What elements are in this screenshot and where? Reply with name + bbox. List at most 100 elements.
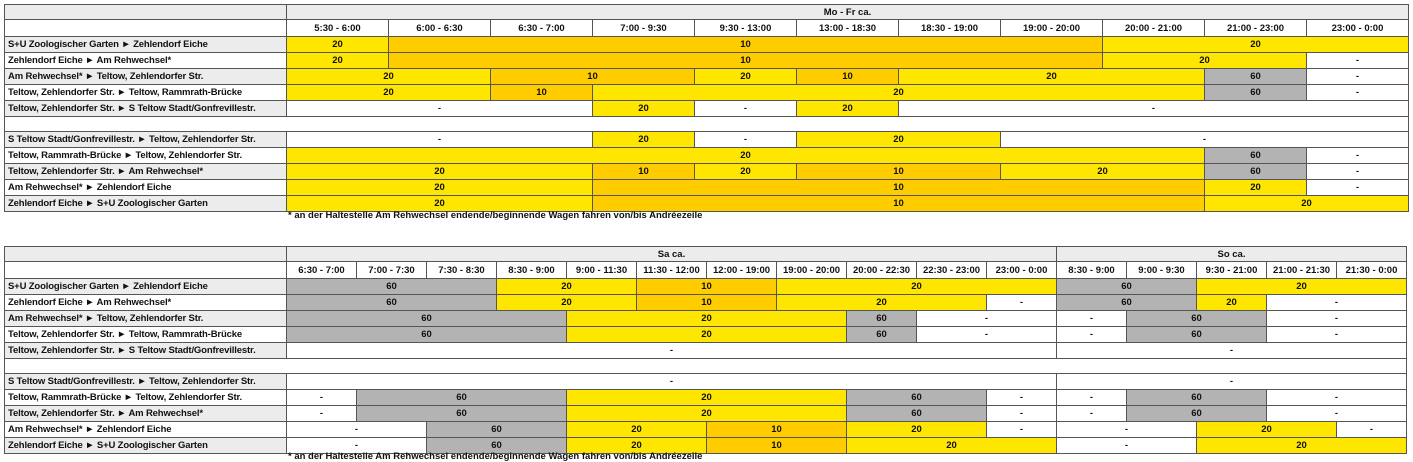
frequency-cell: -	[286, 342, 1057, 359]
frequency-cell: 60	[1126, 389, 1267, 406]
frequency-cell: -	[1056, 389, 1127, 406]
frequency-cell: 20	[496, 278, 637, 295]
frequency-cell: 20	[592, 100, 695, 117]
frequency-cell: 10	[388, 52, 1103, 69]
spacer-row	[4, 116, 1409, 132]
time-column-header: 6:30 - 7:00	[286, 261, 357, 279]
frequency-cell: 10	[592, 163, 695, 180]
frequency-cell: 10	[490, 84, 593, 101]
time-column-header: 5:30 - 6:00	[286, 19, 389, 37]
frequency-cell: -	[1000, 131, 1409, 148]
frequency-cell: 20	[566, 421, 707, 438]
time-column-header: 12:00 - 19:00	[706, 261, 777, 279]
time-column-header: 21:00 - 21:30	[1266, 261, 1337, 279]
route-label: S Teltow Stadt/Gonfrevillestr. ► Teltow,…	[4, 131, 287, 148]
frequency-cell: 20	[286, 36, 389, 53]
day-group-header: So ca.	[1056, 246, 1407, 262]
frequency-cell: 10	[796, 68, 899, 85]
frequency-cell: -	[1306, 147, 1409, 164]
frequency-cell: 20	[1102, 52, 1307, 69]
frequency-cell: -	[1266, 405, 1407, 422]
frequency-cell: 60	[286, 278, 497, 295]
frequency-cell: -	[916, 310, 1057, 327]
frequency-cell: 10	[636, 294, 777, 311]
time-column-header: 7:00 - 9:30	[592, 19, 695, 37]
frequency-cell: 20	[1204, 195, 1409, 212]
frequency-cell: 20	[1000, 163, 1205, 180]
frequency-cell: 60	[286, 310, 567, 327]
frequency-cell: 60	[1126, 405, 1267, 422]
frequency-cell: 20	[776, 278, 1057, 295]
frequency-cell: 60	[1056, 278, 1197, 295]
frequency-cell: -	[286, 437, 427, 454]
frequency-cell: -	[1056, 342, 1407, 359]
frequency-cell: -	[1056, 310, 1127, 327]
frequency-cell: 20	[286, 163, 593, 180]
frequency-cell: 20	[566, 326, 847, 343]
frequency-cell: 20	[566, 310, 847, 327]
spacer-row	[4, 358, 1407, 374]
frequency-cell: -	[694, 131, 797, 148]
footnote: * an der Haltestelle Am Rehwechsel enden…	[288, 451, 703, 462]
header-corner-blank	[4, 261, 287, 279]
time-column-header: 8:30 - 9:00	[1056, 261, 1127, 279]
frequency-cell: 20	[1204, 179, 1307, 196]
frequency-cell: -	[1266, 294, 1407, 311]
frequency-cell: 20	[592, 84, 1205, 101]
route-label: Teltow, Zehlendorfer Str. ► Teltow, Ramm…	[4, 84, 287, 101]
time-column-header: 9:00 - 11:30	[566, 261, 637, 279]
frequency-cell: 10	[636, 278, 777, 295]
frequency-cell: 20	[796, 100, 899, 117]
time-column-header: 21:00 - 23:00	[1204, 19, 1307, 37]
frequency-cell: 10	[706, 437, 847, 454]
frequency-cell: 60	[846, 389, 987, 406]
frequency-cell: 20	[1196, 294, 1267, 311]
time-column-header: 9:30 - 21:00	[1196, 261, 1267, 279]
frequency-cell: 20	[694, 163, 797, 180]
header-corner	[4, 246, 287, 262]
frequency-cell: 20	[846, 421, 987, 438]
frequency-cell: -	[1306, 179, 1409, 196]
frequency-cell: 20	[898, 68, 1205, 85]
frequency-cell: 60	[286, 326, 567, 343]
frequency-cell: 20	[286, 147, 1205, 164]
frequency-cell: 60	[286, 294, 497, 311]
frequency-cell: 10	[706, 421, 847, 438]
time-column-header: 23:00 - 0:00	[1306, 19, 1409, 37]
frequency-cell: 60	[1126, 310, 1267, 327]
frequency-cell: -	[1266, 326, 1407, 343]
time-column-header: 19:00 - 20:00	[776, 261, 847, 279]
time-column-header: 20:00 - 22:30	[846, 261, 917, 279]
time-column-header: 19:00 - 20:00	[1000, 19, 1103, 37]
frequency-cell: 60	[1204, 163, 1307, 180]
time-column-header: 8:30 - 9:00	[496, 261, 567, 279]
frequency-cell: 60	[426, 421, 567, 438]
time-column-header: 13:00 - 18:30	[796, 19, 899, 37]
frequency-cell: 20	[286, 52, 389, 69]
frequency-cell: -	[694, 100, 797, 117]
time-column-header: 22:30 - 23:00	[916, 261, 987, 279]
time-column-header: 6:30 - 7:00	[490, 19, 593, 37]
route-label: Zehlendorf Eiche ► Am Rehwechsel*	[4, 52, 287, 69]
route-label: Am Rehwechsel* ► Teltow, Zehlendorfer St…	[4, 310, 287, 327]
route-label: Teltow, Zehlendorfer Str. ► Teltow, Ramm…	[4, 326, 287, 343]
route-label: Am Rehwechsel* ► Zehlendorf Eiche	[4, 421, 287, 438]
route-label: Teltow, Rammrath-Brücke ► Teltow, Zehlen…	[4, 147, 287, 164]
header-corner-blank	[4, 19, 287, 37]
frequency-cell: -	[986, 294, 1057, 311]
frequency-cell: -	[1266, 310, 1407, 327]
frequency-cell: -	[1056, 405, 1127, 422]
route-label: S+U Zoologischer Garten ► Zehlendorf Eic…	[4, 36, 287, 53]
frequency-cell: 60	[1204, 147, 1307, 164]
frequency-cell: 20	[694, 68, 797, 85]
frequency-cell: 60	[1126, 326, 1267, 343]
time-column-header: 7:00 - 7:30	[356, 261, 427, 279]
frequency-cell: 20	[286, 195, 593, 212]
time-column-header: 18:30 - 19:00	[898, 19, 1001, 37]
frequency-cell: -	[1306, 84, 1409, 101]
frequency-cell: -	[1056, 373, 1407, 390]
frequency-cell: -	[286, 421, 427, 438]
frequency-cell: 20	[1196, 437, 1407, 454]
frequency-cell: -	[986, 405, 1057, 422]
frequency-cell: -	[286, 100, 593, 117]
